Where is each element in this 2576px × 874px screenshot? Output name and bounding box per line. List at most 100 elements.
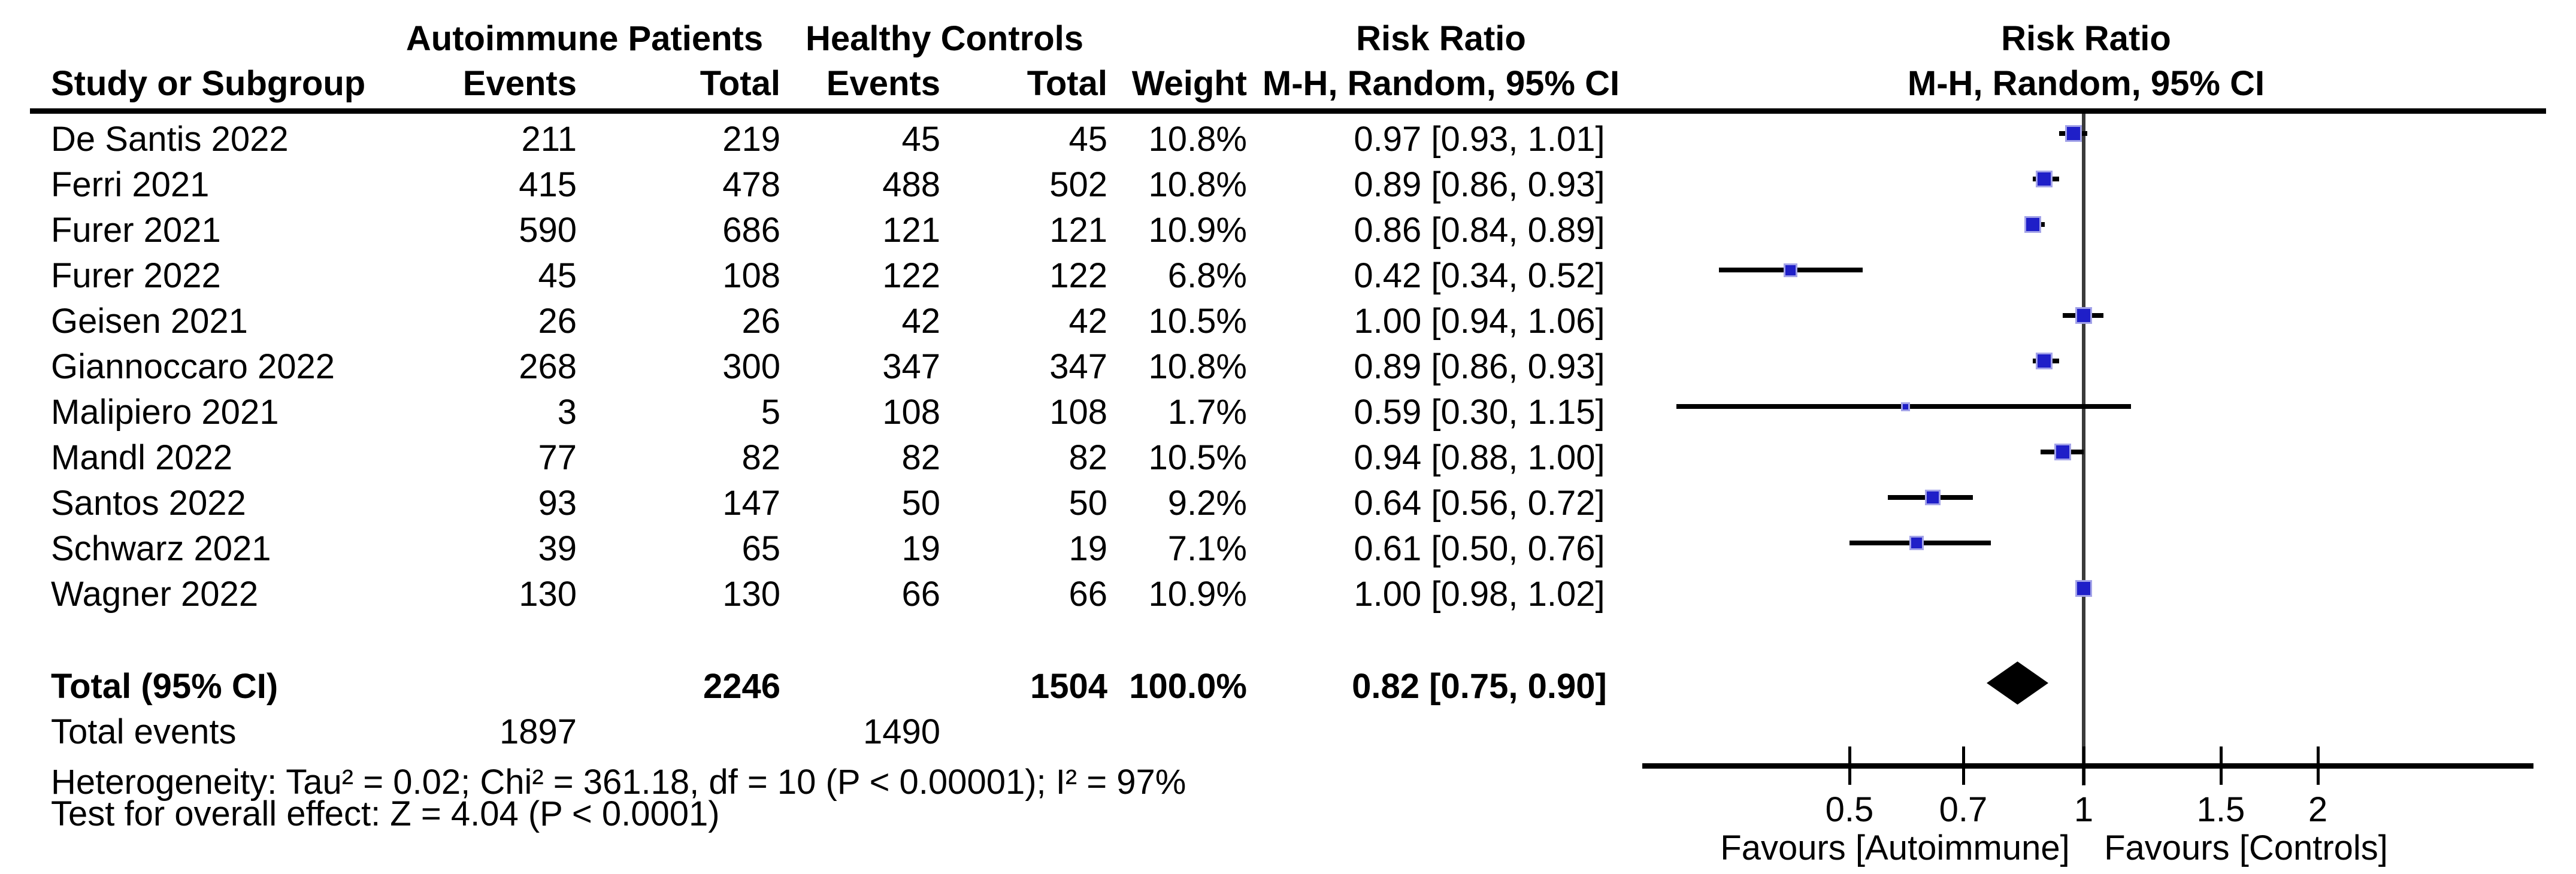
study-weight: 10.9%	[1148, 575, 1247, 614]
study-name: Giannoccaro 2022	[51, 347, 335, 386]
study-ci-text: 0.59 [0.30, 1.15]	[1354, 393, 1605, 432]
x-axis-tick	[1962, 746, 1965, 785]
col-group-risk-ratio-table: Risk Ratio	[1356, 19, 1526, 58]
study-total-controls: 122	[1049, 256, 1107, 295]
x-axis-line	[1642, 763, 2533, 769]
col-header-events-autoimmune: Events	[462, 64, 577, 103]
x-axis-tick	[2082, 746, 2085, 785]
x-axis-tick	[2317, 746, 2320, 785]
study-ci-text: 1.00 [0.94, 1.06]	[1354, 302, 1605, 341]
x-axis-tick-label: 2	[2308, 790, 2328, 829]
null-effect-line	[2082, 114, 2085, 785]
x-axis-tick-label: 0.5	[1825, 790, 1874, 829]
study-total-controls: 66	[1068, 575, 1107, 614]
study-events-autoimmune: 590	[519, 211, 577, 250]
favours-right-label: Favours [Controls]	[2104, 829, 2388, 867]
study-name: Malipiero 2021	[51, 393, 279, 432]
study-weight: 10.8%	[1148, 165, 1247, 204]
effect-square	[2036, 171, 2053, 187]
col-group-risk-ratio-plot: Risk Ratio	[2001, 19, 2171, 58]
study-weight: 10.8%	[1148, 347, 1247, 386]
study-name: De Santis 2022	[51, 120, 289, 159]
total-row-weight: 100.0%	[1129, 667, 1247, 706]
study-total-autoimmune: 686	[722, 211, 780, 250]
study-weight: 6.8%	[1167, 256, 1247, 295]
effect-square	[2065, 125, 2082, 142]
study-total-autoimmune: 65	[741, 529, 780, 568]
study-total-autoimmune: 478	[722, 165, 780, 204]
header-rule	[30, 108, 2546, 114]
total-row-total-controls: 1504	[1030, 667, 1107, 706]
col-header-events-controls: Events	[826, 64, 940, 103]
study-events-autoimmune: 77	[538, 438, 577, 477]
study-ci-text: 0.89 [0.86, 0.93]	[1354, 165, 1605, 204]
x-axis-tick-label: 1	[2073, 790, 2094, 829]
study-ci-text: 0.61 [0.50, 0.76]	[1354, 529, 1605, 568]
x-axis-tick-label: 0.7	[1939, 790, 1988, 829]
study-events-controls: 121	[882, 211, 940, 250]
col-header-method-plot: M-H, Random, 95% CI	[1907, 64, 2265, 103]
total-row-label: Total (95% CI)	[51, 667, 279, 706]
study-total-autoimmune: 147	[722, 484, 780, 523]
study-ci-text: 0.86 [0.84, 0.89]	[1354, 211, 1605, 250]
effect-square	[2024, 216, 2041, 233]
col-group-autoimmune-patients: Autoimmune Patients	[405, 19, 764, 58]
study-name: Mandl 2022	[51, 438, 233, 477]
study-total-controls: 502	[1049, 165, 1107, 204]
col-header-study: Study or Subgroup	[51, 64, 366, 103]
study-events-autoimmune: 45	[538, 256, 577, 295]
study-ci-text: 1.00 [0.98, 1.02]	[1354, 575, 1605, 614]
study-ci-text: 0.89 [0.86, 0.93]	[1354, 347, 1605, 386]
study-events-controls: 108	[882, 393, 940, 432]
total-events-controls: 1490	[862, 712, 940, 751]
heterogeneity-text: Heterogeneity: Tau² = 0.02; Chi² = 361.1…	[51, 763, 1186, 802]
study-total-controls: 42	[1068, 302, 1107, 341]
study-events-autoimmune: 3	[557, 393, 577, 432]
study-events-controls: 488	[882, 165, 940, 204]
study-events-autoimmune: 39	[538, 529, 577, 568]
study-total-autoimmune: 26	[741, 302, 780, 341]
study-ci-text: 0.42 [0.34, 0.52]	[1354, 256, 1605, 295]
study-name: Furer 2022	[51, 256, 221, 295]
study-weight: 10.9%	[1148, 211, 1247, 250]
study-events-autoimmune: 26	[538, 302, 577, 341]
study-events-controls: 42	[901, 302, 940, 341]
study-total-autoimmune: 300	[722, 347, 780, 386]
study-events-autoimmune: 415	[519, 165, 577, 204]
study-total-controls: 347	[1049, 347, 1107, 386]
study-name: Geisen 2021	[51, 302, 248, 341]
study-events-controls: 347	[882, 347, 940, 386]
favours-left-label: Favours [Autoimmune]	[1720, 829, 2070, 867]
study-weight: 7.1%	[1167, 529, 1247, 568]
study-weight: 10.5%	[1148, 302, 1247, 341]
total-events-label: Total events	[51, 712, 237, 751]
col-header-total-autoimmune: Total	[700, 64, 780, 103]
study-events-controls: 50	[901, 484, 940, 523]
effect-square	[1925, 490, 1941, 505]
study-ci-text: 0.97 [0.93, 1.01]	[1354, 120, 1605, 159]
study-events-autoimmune: 268	[519, 347, 577, 386]
effect-square	[1909, 536, 1924, 550]
study-total-controls: 82	[1068, 438, 1107, 477]
x-axis-tick-label: 1.5	[2196, 790, 2245, 829]
col-header-method-table: M-H, Random, 95% CI	[1262, 64, 1620, 103]
study-name: Santos 2022	[51, 484, 246, 523]
study-total-autoimmune: 5	[761, 393, 780, 432]
study-events-controls: 122	[882, 256, 940, 295]
study-events-autoimmune: 211	[521, 120, 577, 159]
study-total-controls: 19	[1068, 529, 1107, 568]
study-events-controls: 19	[901, 529, 940, 568]
total-row-ci: 0.82 [0.75, 0.90]	[1352, 667, 1607, 706]
study-total-controls: 121	[1049, 211, 1107, 250]
effect-square	[1784, 263, 1797, 277]
summary-diamond	[1987, 661, 2048, 705]
study-weight: 10.5%	[1148, 438, 1247, 477]
study-ci-text: 0.94 [0.88, 1.00]	[1354, 438, 1605, 477]
study-events-controls: 82	[901, 438, 940, 477]
effect-square	[2075, 580, 2092, 597]
study-total-autoimmune: 82	[741, 438, 780, 477]
study-name: Schwarz 2021	[51, 529, 271, 568]
total-events-autoimmune: 1897	[499, 712, 577, 751]
study-ci-text: 0.64 [0.56, 0.72]	[1354, 484, 1605, 523]
